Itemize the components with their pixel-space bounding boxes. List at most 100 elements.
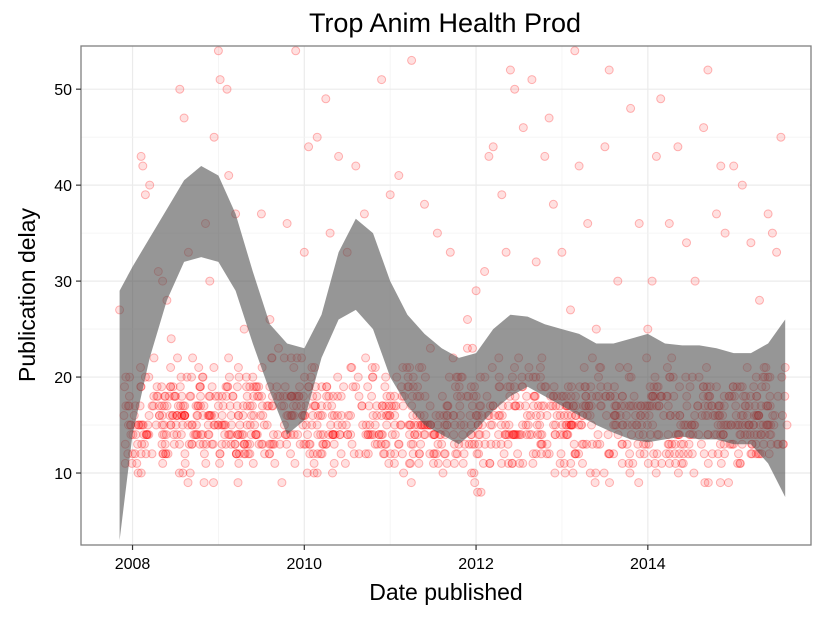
data-point bbox=[365, 420, 375, 430]
data-point bbox=[187, 439, 197, 449]
data-point bbox=[574, 420, 584, 430]
data-point bbox=[141, 430, 151, 440]
data-point bbox=[252, 430, 262, 440]
data-point bbox=[394, 439, 404, 449]
data-point bbox=[180, 458, 190, 468]
data-point bbox=[664, 219, 674, 228]
data-point bbox=[377, 411, 386, 420]
data-point bbox=[207, 382, 217, 392]
data-point bbox=[208, 439, 218, 449]
data-point bbox=[239, 439, 249, 449]
data-point bbox=[599, 468, 609, 478]
data-point bbox=[384, 401, 394, 411]
data-point bbox=[251, 430, 261, 440]
data-point bbox=[168, 382, 178, 392]
data-point bbox=[172, 411, 181, 420]
data-point bbox=[203, 411, 213, 420]
data-point bbox=[328, 430, 338, 440]
data-point bbox=[329, 458, 339, 468]
data-point bbox=[179, 411, 189, 420]
data-point bbox=[140, 190, 150, 200]
data-point bbox=[545, 401, 555, 411]
data-point bbox=[665, 458, 674, 468]
data-point bbox=[265, 439, 274, 449]
data-point bbox=[634, 478, 644, 488]
data-point bbox=[224, 430, 234, 440]
data-point bbox=[391, 401, 401, 411]
data-point bbox=[204, 411, 214, 420]
data-point bbox=[233, 478, 243, 488]
data-point bbox=[511, 430, 521, 440]
data-point bbox=[361, 430, 371, 440]
data-point bbox=[700, 478, 710, 488]
data-point bbox=[258, 411, 268, 420]
data-point bbox=[622, 439, 632, 449]
data-point bbox=[152, 391, 162, 401]
data-point bbox=[318, 430, 328, 440]
data-point bbox=[510, 430, 519, 440]
data-point bbox=[729, 161, 739, 171]
data-point bbox=[500, 430, 510, 440]
data-point bbox=[333, 411, 342, 420]
data-point bbox=[158, 449, 168, 459]
data-point bbox=[363, 430, 373, 440]
data-point bbox=[187, 439, 197, 449]
data-point bbox=[549, 420, 559, 430]
data-point bbox=[535, 430, 545, 440]
data-point bbox=[217, 439, 227, 449]
data-point bbox=[239, 439, 249, 449]
data-point bbox=[199, 401, 209, 411]
data-point bbox=[643, 458, 653, 468]
data-point bbox=[268, 439, 278, 449]
data-point bbox=[380, 439, 390, 449]
data-point bbox=[515, 430, 525, 440]
data-point bbox=[151, 420, 161, 430]
data-point bbox=[178, 420, 188, 430]
data-point bbox=[178, 401, 188, 411]
data-point bbox=[376, 430, 386, 440]
data-point bbox=[591, 324, 601, 334]
data-point bbox=[172, 430, 182, 440]
data-point bbox=[776, 132, 786, 142]
data-point bbox=[305, 439, 315, 449]
data-point bbox=[772, 247, 782, 257]
data-point bbox=[136, 449, 146, 459]
data-point bbox=[347, 439, 357, 449]
data-point bbox=[160, 439, 170, 449]
data-point bbox=[501, 420, 510, 430]
data-point bbox=[497, 190, 507, 200]
data-point bbox=[221, 391, 231, 401]
data-point bbox=[526, 411, 535, 420]
data-point bbox=[527, 75, 537, 85]
data-point bbox=[459, 449, 469, 459]
data-point bbox=[537, 430, 547, 440]
data-point bbox=[410, 430, 420, 440]
data-point bbox=[452, 449, 462, 459]
data-point bbox=[399, 468, 409, 478]
data-point bbox=[703, 65, 713, 75]
data-point bbox=[551, 420, 561, 430]
data-point bbox=[372, 411, 382, 420]
data-point bbox=[363, 449, 373, 459]
data-point bbox=[531, 449, 541, 459]
data-point bbox=[322, 391, 332, 401]
data-point bbox=[234, 372, 244, 382]
data-point bbox=[649, 449, 659, 459]
data-point bbox=[433, 458, 443, 468]
data-point bbox=[257, 401, 267, 411]
data-point bbox=[239, 324, 249, 334]
data-point bbox=[136, 151, 146, 161]
data-point bbox=[515, 458, 525, 468]
data-point bbox=[595, 439, 605, 449]
data-point bbox=[242, 382, 251, 392]
data-point bbox=[145, 180, 155, 190]
data-point bbox=[168, 411, 178, 420]
data-point bbox=[326, 420, 336, 430]
data-point bbox=[228, 391, 238, 401]
data-point bbox=[147, 449, 157, 459]
data-point bbox=[232, 449, 241, 459]
data-point bbox=[433, 439, 443, 449]
data-point bbox=[656, 94, 666, 104]
data-point bbox=[494, 411, 504, 420]
data-point bbox=[389, 401, 399, 411]
